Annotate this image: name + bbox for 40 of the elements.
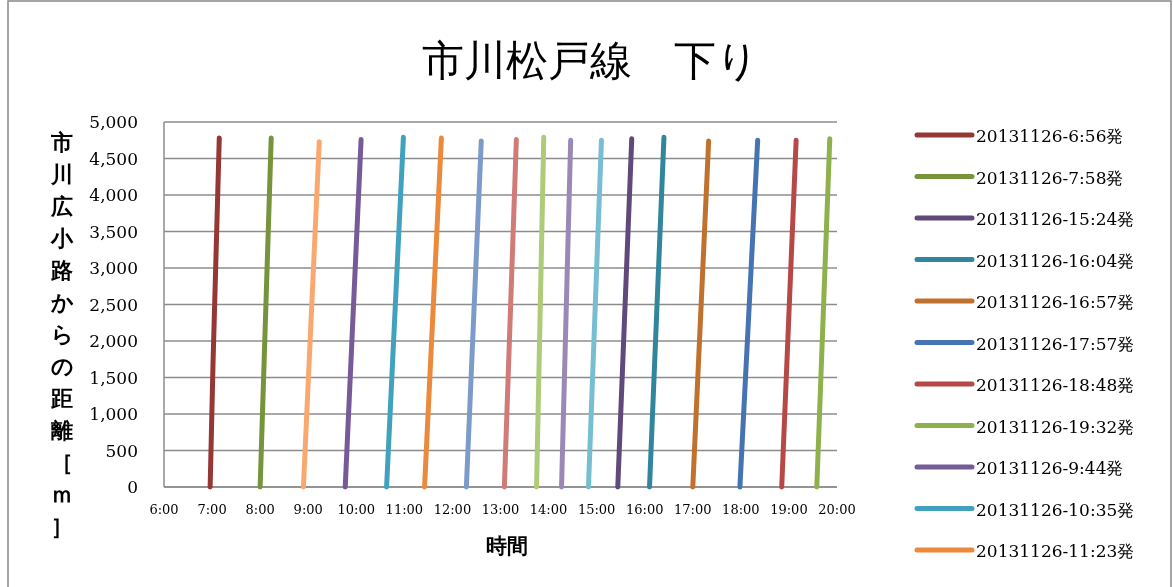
y-tick-label: 1,500	[89, 367, 138, 388]
x-tick-label: 18:00	[722, 502, 760, 517]
legend-label: 20131126-19:32発	[976, 416, 1135, 437]
legend-label: 20131126-16:04発	[976, 250, 1135, 271]
y-tick-label: 3,000	[89, 258, 138, 278]
y-tick-label: 3,500	[89, 221, 138, 242]
x-tick-label: 20:00	[818, 502, 856, 517]
y-tick-label: 0	[127, 477, 138, 497]
y-tick-label: 500	[105, 440, 138, 461]
legend-label: 20131126-7:58発	[976, 167, 1124, 188]
y-tick-label: 5,000	[89, 112, 138, 132]
legend-label: 20131126-18:48発	[976, 375, 1135, 395]
x-tick-label: 12:00	[433, 502, 472, 517]
x-tick-label: 11:00	[385, 502, 424, 517]
x-tick-label: 19:00	[770, 502, 808, 517]
y-tick-label: 4,000	[89, 185, 138, 205]
x-tick-label: 16:00	[625, 502, 664, 517]
x-tick-label: 9:00	[293, 502, 323, 517]
y-tick-label: 1,000	[89, 404, 138, 424]
chart-title: 市川松戸線 下り	[421, 36, 759, 85]
legend-label: 20131126-17:57発	[976, 333, 1135, 354]
legend-label: 20131126-10:35発	[976, 499, 1135, 520]
x-tick-label: 13:00	[481, 502, 520, 517]
x-tick-label: 17:00	[674, 502, 712, 517]
legend-label: 20131126-9:44発	[976, 458, 1124, 478]
text: 市川広小路からの距離［ｍ］	[50, 129, 74, 539]
y-tick-label: 4,500	[89, 148, 138, 169]
legend-label: 20131126-11:23発	[976, 541, 1135, 561]
x-tick-label: 6:00	[149, 502, 179, 517]
x-tick-label: 8:00	[245, 502, 275, 517]
x-tick-label: 10:00	[337, 502, 376, 517]
legend-label: 20131126-16:57発	[976, 292, 1135, 312]
x-tick-label: 7:00	[197, 502, 227, 517]
y-tick-label: 2,500	[89, 294, 138, 315]
x-axis-title: 時間	[486, 533, 528, 558]
y-tick-label: 2,000	[89, 331, 138, 351]
legend-label: 20131126-15:24発	[976, 209, 1135, 229]
legend-label: 20131126-6:56発	[976, 126, 1124, 146]
x-tick-label: 14:00	[529, 502, 568, 517]
x-tick-label: 15:00	[577, 502, 616, 517]
